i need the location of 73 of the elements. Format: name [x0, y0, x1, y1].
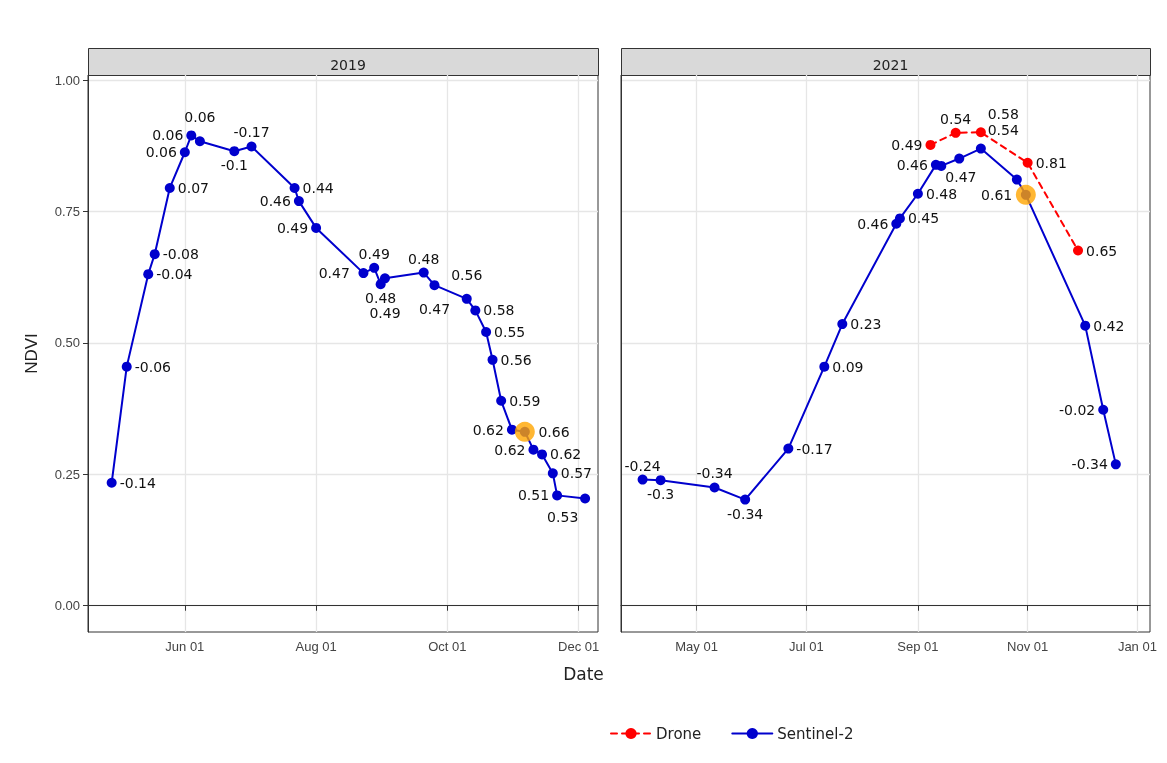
y-tick-label: 0.25	[54, 466, 80, 482]
annotation: 0.66	[538, 423, 570, 440]
annotation: -0.3	[646, 486, 675, 503]
annotation: 0.81	[1035, 154, 1067, 171]
y-tick-label: 0.75	[54, 204, 80, 220]
annotation: 0.49	[369, 305, 401, 322]
x-tick-label: Oct 01	[428, 639, 467, 654]
annotation: 0.46	[896, 156, 928, 173]
annotation: -0.24	[624, 457, 661, 474]
annotation: -0.06	[134, 358, 172, 375]
x-tick-label: Jan 01	[1117, 639, 1157, 654]
annotation: 0.44	[302, 179, 334, 196]
annotation: 0.61	[981, 186, 1013, 203]
annotation: -0.04	[156, 266, 193, 283]
annotation: 0.53	[547, 509, 579, 526]
annotation: 0.65	[1086, 242, 1118, 259]
annotation: 0.47	[418, 300, 451, 317]
y-tick-label: 0.50	[54, 335, 80, 351]
annotation: 0.62	[494, 441, 526, 458]
annotation: 0.23	[850, 316, 882, 333]
annotation: 0.49	[358, 245, 390, 262]
annotation: 0.56	[451, 267, 483, 284]
annotation: 0.62	[550, 446, 582, 463]
x-tick-label: Jun 01	[165, 639, 205, 654]
y-axis-title: NDVI	[22, 333, 41, 374]
annotation: 0.45	[907, 210, 940, 227]
annotation: 0.57	[560, 465, 592, 482]
x-tick-label: Jul 01	[788, 639, 824, 654]
x-axis-title: Date	[562, 664, 605, 684]
chart-title: 2019	[330, 57, 366, 73]
annotation: 0.55	[494, 323, 526, 340]
x-tick-label: Dec 01	[558, 639, 600, 654]
legend-label: Drone	[656, 724, 702, 743]
x-tick-label: Aug 01	[295, 639, 337, 654]
annotation: 0.42	[1093, 317, 1125, 334]
annotation: -0.17	[796, 440, 833, 457]
y-tick-label: 0.00	[54, 598, 80, 614]
annotation: 0.59	[509, 392, 541, 409]
annotation: 0.06	[152, 127, 184, 144]
annotation: 0.54	[940, 110, 972, 127]
annotation: 0.62	[472, 421, 504, 438]
annotation: 0.48	[925, 185, 958, 202]
annotation: 0.56	[500, 351, 532, 368]
annotation: -0.34	[727, 505, 764, 522]
annotation: 0.06	[145, 144, 177, 161]
annotation: 0.58	[483, 302, 515, 319]
chart-title: 2021	[872, 57, 909, 73]
annotation: 0.06	[184, 109, 216, 126]
x-tick-label: May 01	[675, 639, 718, 654]
annotation: 0.58	[987, 105, 1019, 122]
annotation: -0.34	[1071, 456, 1108, 473]
annotation: 0.48	[408, 250, 440, 267]
annotation: -0.1	[220, 157, 248, 174]
annotation: 0.47	[945, 168, 977, 185]
y-tick-label: 1.00	[54, 72, 80, 88]
annotation: -0.14	[119, 474, 156, 491]
x-tick-label: Nov 01	[1007, 639, 1049, 654]
annotation: -0.17	[233, 124, 270, 141]
annotation: 0.49	[276, 219, 309, 236]
annotation: 0.46	[259, 193, 291, 210]
annotation: -0.34	[696, 465, 733, 482]
annotation: 0.47	[318, 265, 350, 282]
annotation: 0.07	[177, 179, 209, 196]
legend-label: Sentinel-2	[777, 724, 854, 743]
annotation: 0.49	[891, 136, 923, 153]
annotation: -0.08	[162, 246, 199, 263]
annotation: -0.02	[1058, 401, 1096, 418]
annotation: 0.54	[987, 121, 1019, 138]
annotation: 0.46	[857, 215, 889, 232]
x-tick-label: Sep 01	[897, 639, 939, 654]
annotation: 0.09	[832, 358, 864, 375]
annotation: 0.51	[517, 487, 550, 504]
annotation: 0.48	[365, 290, 397, 307]
